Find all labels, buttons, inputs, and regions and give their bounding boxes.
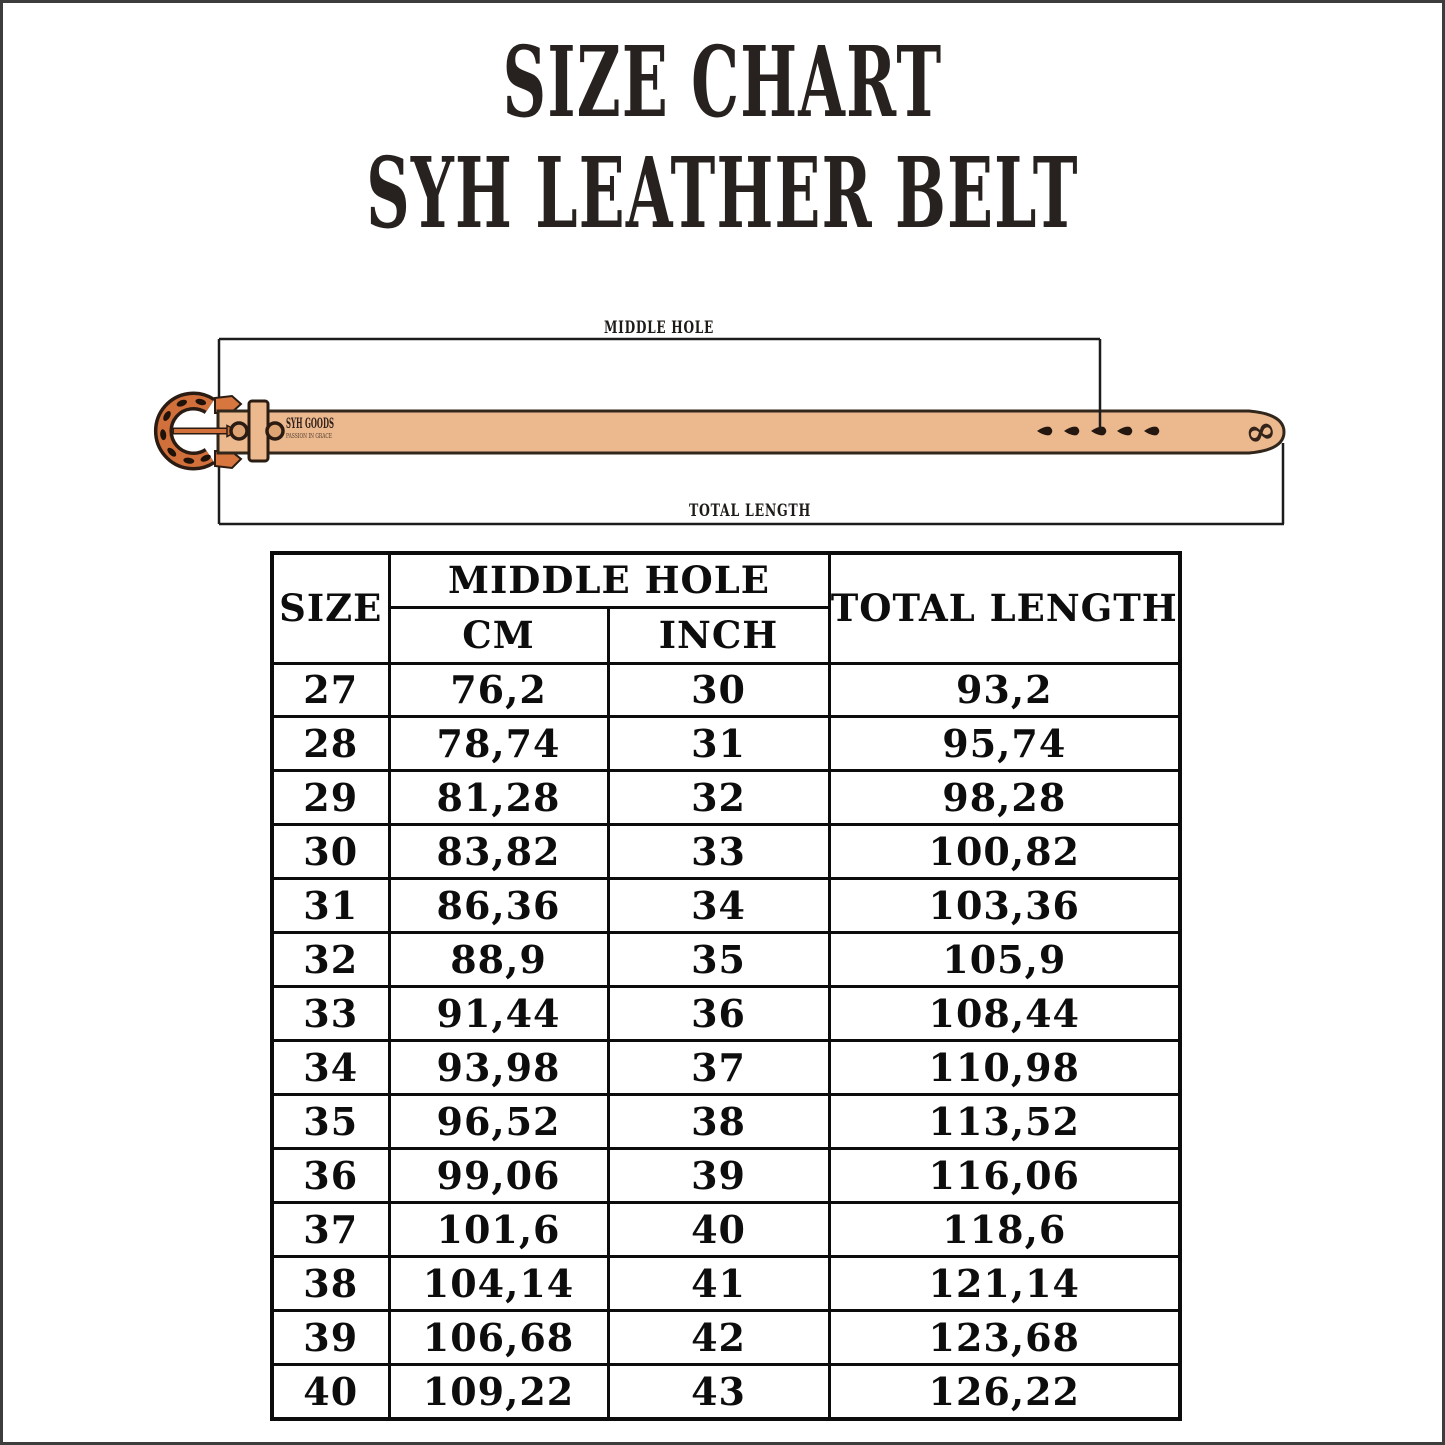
size-table-container: SIZE MIDDLE HOLE TOTAL LENGTH CM INCH 27… (270, 551, 1183, 1421)
table-row: 37 101,6 40 118,6 (270, 1201, 1182, 1258)
table-cell: 121,14 (827, 1254, 1182, 1312)
table-row: 39 106,68 42 123,68 (270, 1308, 1182, 1366)
table-row: 36 99,06 39 116,06 (270, 1147, 1182, 1205)
table-cell: 106,68 (387, 1308, 610, 1366)
table-cell: 32 (606, 769, 831, 827)
table-cell: 31 (270, 877, 391, 935)
table-row: 27 76,2 30 93,2 (270, 661, 1182, 719)
header-size: SIZE (270, 551, 391, 665)
table-cell: 37 (270, 1201, 391, 1258)
size-table-header: SIZE MIDDLE HOLE TOTAL LENGTH CM INCH (270, 551, 1182, 665)
table-cell: 33 (270, 985, 391, 1043)
table-cell: 95,74 (827, 715, 1182, 773)
table-cell: 34 (270, 1039, 391, 1097)
table-cell: 28 (270, 715, 391, 773)
table-cell: 93,2 (827, 661, 1182, 719)
table-cell: 86,36 (387, 877, 610, 935)
table-cell: 43 (606, 1362, 831, 1421)
table-cell: 36 (606, 985, 831, 1043)
table-cell: 105,9 (827, 931, 1182, 989)
table-cell: 35 (270, 1093, 391, 1151)
table-cell: 118,6 (827, 1201, 1182, 1258)
belt-keeper-loop (247, 399, 270, 463)
table-cell: 36 (270, 1147, 391, 1205)
middle-hole-label: MIDDLE HOLE (604, 318, 714, 338)
table-row: 40 109,22 43 126,22 (270, 1362, 1182, 1421)
table-cell: 42 (606, 1308, 831, 1366)
table-cell: 91,44 (387, 985, 610, 1043)
table-cell: 100,82 (827, 823, 1182, 881)
header-middle-hole: MIDDLE HOLE (387, 551, 831, 609)
table-cell: 30 (606, 661, 831, 719)
title-line-2: SYH LEATHER BELT (366, 136, 1079, 250)
table-row: 30 83,82 33 100,82 (270, 823, 1182, 881)
table-row: 32 88,9 35 105,9 (270, 931, 1182, 989)
table-cell: 38 (606, 1093, 831, 1151)
table-cell: 27 (270, 661, 391, 719)
belt-brand-tagline: PASSION IN GRACE (286, 433, 332, 440)
table-cell: 40 (270, 1362, 391, 1421)
table-cell: 88,9 (387, 931, 610, 989)
table-cell: 101,6 (387, 1201, 610, 1258)
size-table: SIZE MIDDLE HOLE TOTAL LENGTH CM INCH 27… (270, 551, 1183, 1421)
table-cell: 37 (606, 1039, 831, 1097)
table-row: 28 78,74 31 95,74 (270, 715, 1182, 773)
table-cell: 103,36 (827, 877, 1182, 935)
table-cell: 104,14 (387, 1254, 610, 1312)
table-cell: 126,22 (827, 1362, 1182, 1421)
belt-teardrop-holes (1037, 426, 1160, 436)
belt-brand-text: SYH GOODS (286, 416, 334, 432)
table-row: 35 96,52 38 113,52 (270, 1093, 1182, 1151)
page-title: SIZE CHART SYH LEATHER BELT (3, 27, 1442, 249)
table-row: 38 104,14 41 121,14 (270, 1254, 1182, 1312)
table-row: 31 86,36 34 103,36 (270, 877, 1182, 935)
table-cell: 99,06 (387, 1147, 610, 1205)
table-cell: 113,52 (827, 1093, 1182, 1151)
table-cell: 96,52 (387, 1093, 610, 1151)
table-cell: 98,28 (827, 769, 1182, 827)
header-cm: CM (387, 605, 610, 665)
belt-strap (216, 409, 1286, 455)
table-cell: 35 (606, 931, 831, 989)
size-table-body: 27 76,2 30 93,2 28 78,74 31 95,74 29 81,28 32 98,28… (270, 661, 1182, 1421)
table-cell: 39 (606, 1147, 831, 1205)
table-cell: 41 (606, 1254, 831, 1312)
header-inch: INCH (606, 605, 831, 665)
table-cell: 76,2 (387, 661, 610, 719)
table-cell: 123,68 (827, 1308, 1182, 1366)
table-cell: 109,22 (387, 1362, 610, 1421)
table-row: 29 81,28 32 98,28 (270, 769, 1182, 827)
table-row: 33 91,44 36 108,44 (270, 985, 1182, 1043)
table-cell: 110,98 (827, 1039, 1182, 1097)
table-cell: 83,82 (387, 823, 610, 881)
belt-hole-round-2 (265, 421, 285, 441)
belt-diagram: SYH GOODS PASSION IN GRACE ∞ MIDDLE HOLE… (153, 318, 1286, 526)
table-cell: 93,98 (387, 1039, 610, 1097)
table-cell: 108,44 (827, 985, 1182, 1043)
horseshoe-nail-spots (160, 398, 211, 464)
table-cell: 40 (606, 1201, 831, 1258)
table-cell: 32 (270, 931, 391, 989)
table-cell: 39 (270, 1308, 391, 1366)
header-total-length: TOTAL LENGTH (827, 551, 1182, 665)
belt-illustration: SYH GOODS PASSION IN GRACE ∞ (153, 391, 1286, 471)
strap-fold-tab-top (214, 394, 243, 414)
table-row: 34 93,98 37 110,98 (270, 1039, 1182, 1097)
belt-hole-round-1 (229, 421, 249, 441)
table-cell: 33 (606, 823, 831, 881)
table-cell: 31 (606, 715, 831, 773)
table-cell: 116,06 (827, 1147, 1182, 1205)
table-cell: 38 (270, 1254, 391, 1312)
title-line-1: SIZE CHART (502, 25, 943, 139)
table-cell: 34 (606, 877, 831, 935)
table-cell: 30 (270, 823, 391, 881)
measurement-lines-over (1098, 339, 1285, 524)
table-cell: 78,74 (387, 715, 610, 773)
table-cell: 29 (270, 769, 391, 827)
table-cell: 81,28 (387, 769, 610, 827)
total-length-label: TOTAL LENGTH (689, 501, 811, 521)
